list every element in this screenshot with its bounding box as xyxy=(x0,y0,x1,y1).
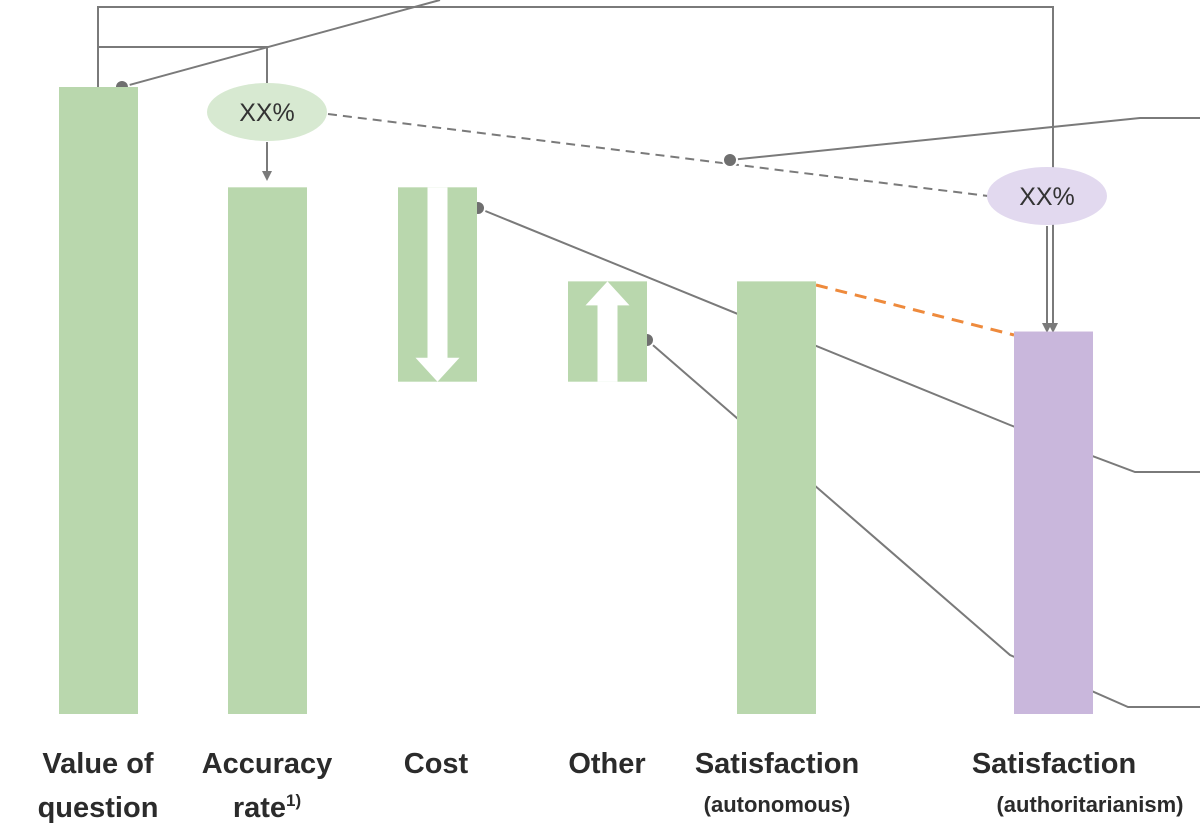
callout-leader-other xyxy=(646,339,1200,708)
callout-leader-dashed xyxy=(729,117,1200,161)
other-up-arrow-icon xyxy=(585,281,630,382)
bar-0 xyxy=(59,87,138,714)
authoritarian-percent-bubble xyxy=(987,167,1107,225)
bar-5 xyxy=(1014,331,1093,714)
x-label-1-line2: rate1) xyxy=(233,791,301,824)
x-label-1-rate: rate xyxy=(233,792,286,824)
accuracy-percent-bubble xyxy=(207,83,327,141)
satisfaction-gap-line xyxy=(815,283,1015,337)
category-labels: Value of question Accuracy rate1) Cost O… xyxy=(38,748,1184,824)
overlay-group xyxy=(415,187,630,382)
x-label-2: Cost xyxy=(404,748,469,780)
footnote-marker: 1) xyxy=(286,791,301,810)
x-label-0: Value of xyxy=(42,748,154,780)
percentage-bubbles: XX% XX% xyxy=(207,83,1107,225)
x-label-5-line2: (authoritarianism) xyxy=(996,792,1183,817)
x-label-4-line2: (autonomous) xyxy=(704,792,851,817)
x-label-3: Other xyxy=(568,748,645,780)
dot-dashed xyxy=(722,152,738,168)
x-label-1: Accuracy xyxy=(202,748,333,780)
bars-group xyxy=(59,87,1093,714)
accuracy-percent-text: XX% xyxy=(239,99,295,127)
bar-4 xyxy=(737,281,816,714)
x-label-5: Satisfaction xyxy=(972,748,1136,780)
callout-leader-value xyxy=(121,0,441,88)
authoritarian-percent-text: XX% xyxy=(1019,183,1075,211)
bubble-dashed-line xyxy=(327,113,989,197)
bracket-to-accuracy-bubble xyxy=(98,46,268,84)
bar-1 xyxy=(228,187,307,714)
x-label-4: Satisfaction xyxy=(695,748,859,780)
cost-down-arrow-icon xyxy=(415,187,460,382)
x-label-0-line2: question xyxy=(38,792,159,824)
